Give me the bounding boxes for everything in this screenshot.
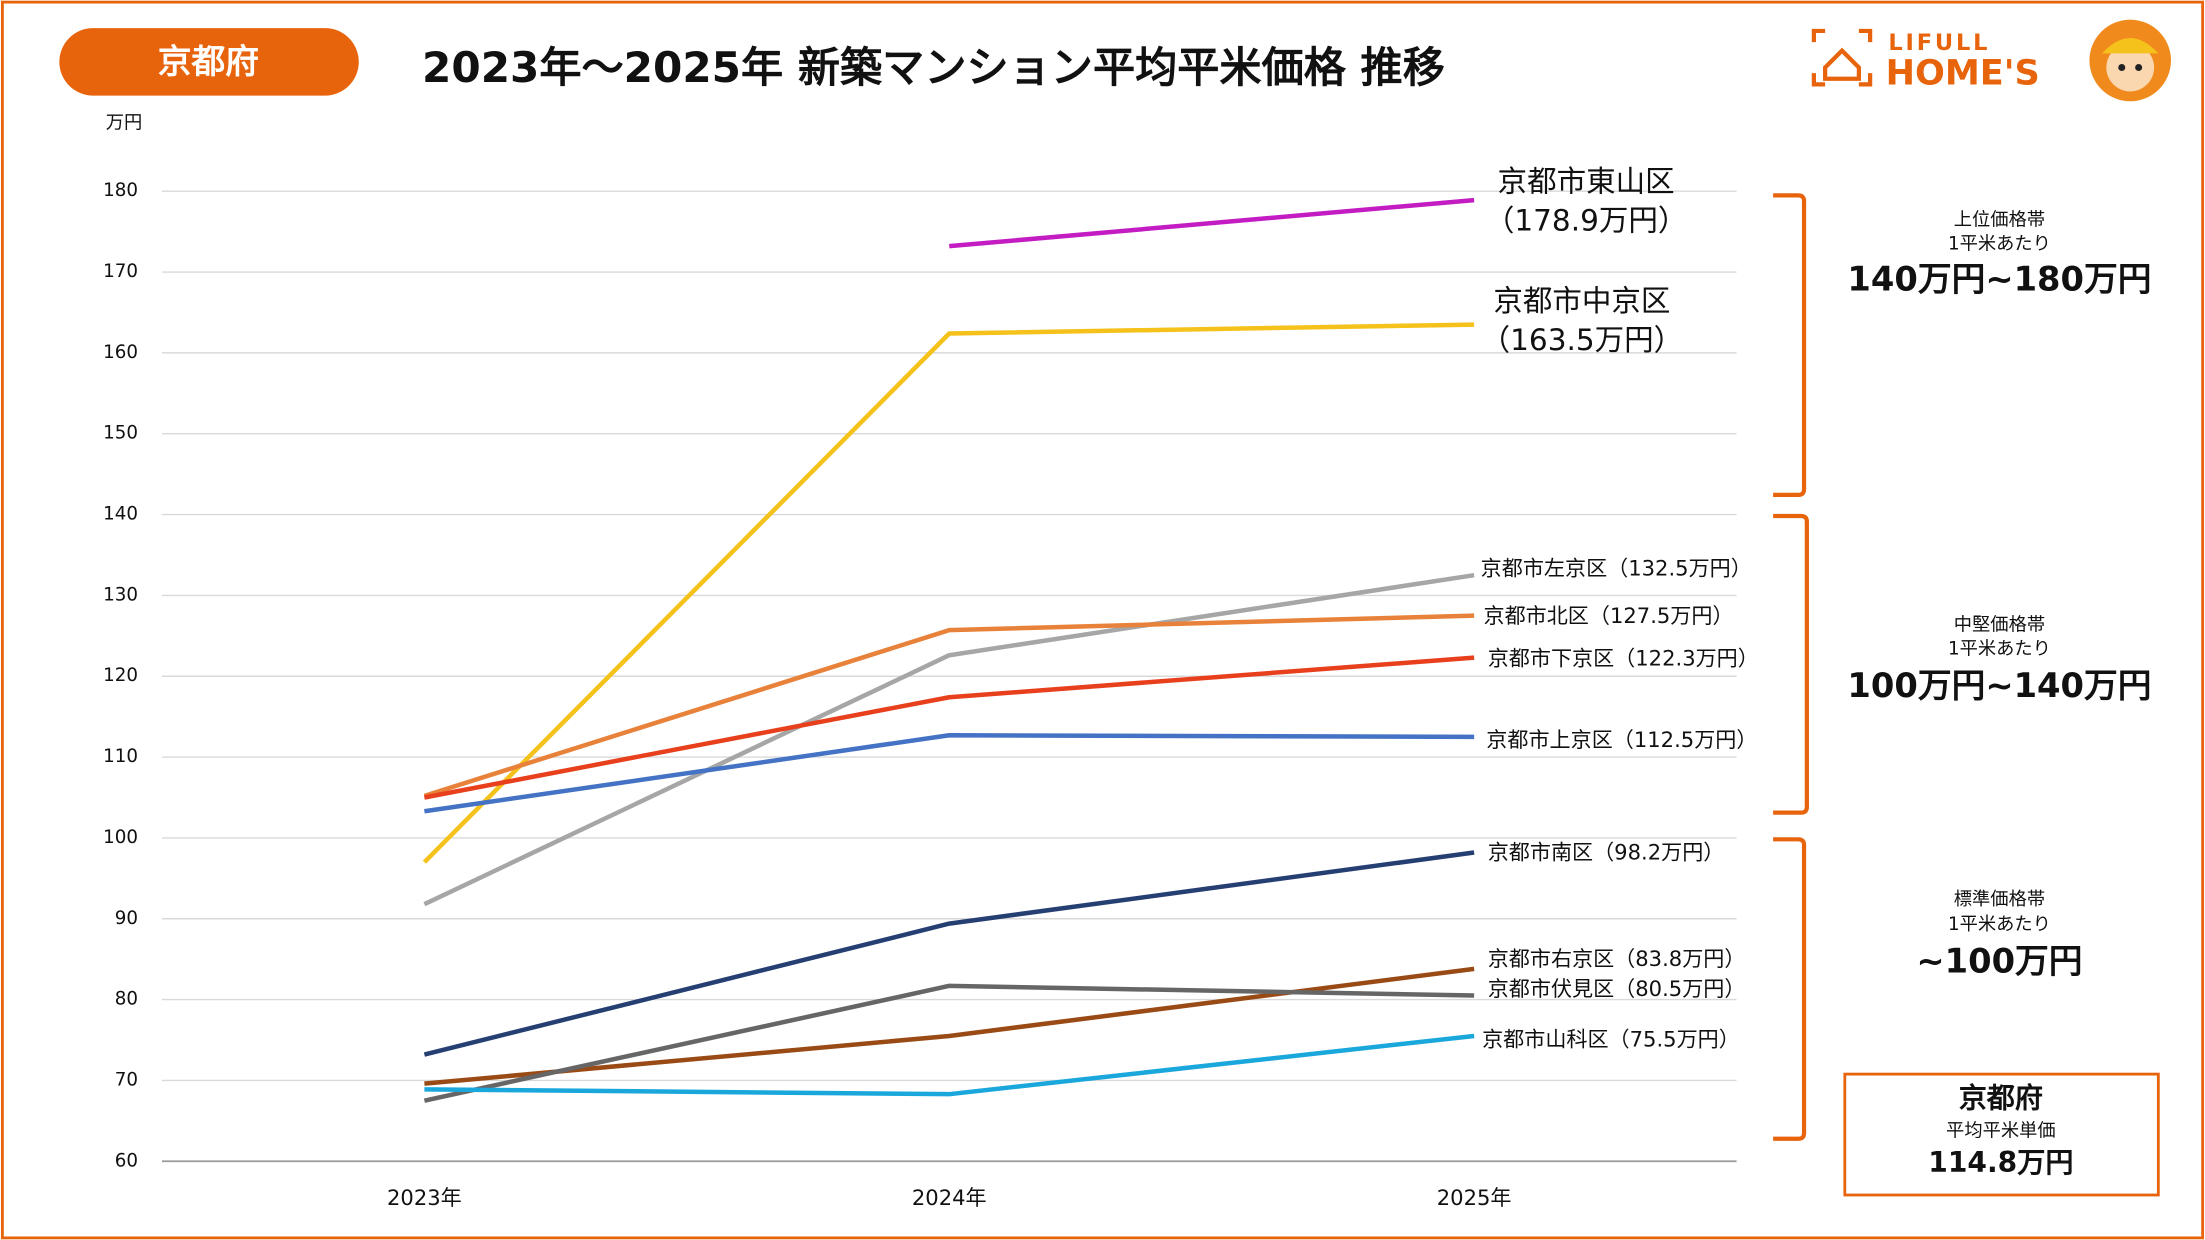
logo: LIFULL HOME'S (1811, 19, 2171, 102)
series-line (424, 1033, 1475, 1097)
series-label: 京都市中京区 (1493, 284, 1670, 318)
value-label: （75.5万円） (1609, 1026, 1740, 1051)
band-unit: 1平米あたり (1948, 914, 2051, 935)
brackets (1773, 193, 1809, 1141)
value-label: （83.8万円） (1614, 946, 1745, 971)
band-name: 上位価格帯 (1954, 210, 2045, 231)
y-tick-label: 160 (103, 342, 138, 363)
series-line (423, 613, 1475, 799)
series-line (423, 850, 1475, 1057)
band-unit: 1平米あたり (1948, 234, 2051, 255)
badge-text: 京都府 (158, 42, 259, 81)
y-tick-label: 80 (115, 989, 138, 1010)
value-label: （132.5万円） (1607, 555, 1752, 580)
y-tick-label: 120 (103, 665, 138, 686)
band-name: 中堅価格帯 (1954, 615, 2045, 636)
series-label: 京都市下京区 (1488, 645, 1614, 670)
chart-title: 2023年～2025年 新築マンション平均平米価格 推移 (422, 43, 1445, 92)
summary-label: 平均平米単価 (1946, 1121, 2056, 1142)
x-tick-label: 2025年 (1437, 1185, 1512, 1210)
series-label: 京都市東山区 (1498, 164, 1675, 198)
series-label-group: 京都市山科区（75.5万円） (1482, 1026, 1740, 1051)
badge (59, 28, 359, 96)
series-line (423, 572, 1475, 907)
y-tick-label: 60 (115, 1150, 138, 1171)
summary-region: 京都府 (1959, 1081, 2043, 1114)
series-line (423, 655, 1475, 800)
logo-main: HOME'S (1886, 53, 2040, 94)
summary-box: 京都府 平均平米単価 114.8万円 (1843, 1072, 2160, 1197)
band-name: 標準価格帯 (1954, 889, 2045, 910)
value-label: （127.5万円） (1589, 603, 1734, 628)
y-tick-label: 100 (103, 827, 138, 848)
price-bands: 上位価格帯 1平米あたり 140万円~180万円 中堅価格帯 1平米あたり 10… (1847, 210, 2151, 981)
value-label: （80.5万円） (1614, 976, 1745, 1001)
series-label-group: 京都市右京区（83.8万円） (1488, 946, 1746, 971)
y-axis: 60 70 80 90 100 110 120 130 140 150 160 170 180 (103, 180, 1737, 1171)
series-label-group: 京都市左京区（132.5万円） (1481, 555, 1752, 580)
series-label: 京都市左京区 (1481, 555, 1607, 580)
y-tick-label: 110 (103, 746, 138, 767)
value-label: （122.3万円） (1614, 645, 1759, 670)
summary-value: 114.8万円 (1928, 1146, 2073, 1179)
series-line (422, 322, 1475, 864)
series-line (949, 197, 1475, 249)
y-tick-label: 70 (115, 1069, 138, 1090)
y-tick-label: 130 (103, 584, 138, 605)
summary-frame (1843, 1072, 2160, 1197)
series-label: 京都市右京区 (1488, 946, 1614, 971)
y-unit: 万円 (106, 113, 143, 134)
series-line (423, 983, 1475, 1103)
series-label-group: 京都市上京区（112.5万円） (1486, 727, 1757, 752)
band-range: 140万円~180万円 (1847, 260, 2151, 299)
logo-top: LIFULL (1888, 30, 1990, 56)
series-label: 京都市伏見区 (1488, 976, 1614, 1001)
band-range: 100万円~140万円 (1847, 666, 2151, 705)
y-tick-label: 170 (103, 261, 138, 282)
series-label-group: 京都市南区（98.2万円） (1488, 839, 1725, 864)
x-tick-label: 2024年 (912, 1185, 987, 1210)
value-label: （178.9万円） (1485, 204, 1688, 238)
y-tick-label: 90 (115, 908, 138, 929)
band-range: ~100万円 (1916, 942, 2082, 981)
series-label-group: 京都市伏見区（80.5万円） (1488, 976, 1746, 1001)
series-label-group: 京都市下京区（122.3万円） (1488, 645, 1759, 670)
series-label: 京都市南区 (1488, 839, 1593, 864)
value-label: （163.5万円） (1481, 323, 1684, 357)
series-label: 京都市北区 (1483, 603, 1588, 628)
y-tick-label: 140 (103, 504, 138, 525)
series-label: 京都市山科区 (1482, 1026, 1608, 1051)
series-label: 京都市上京区 (1486, 727, 1612, 752)
series-line (424, 732, 1475, 814)
y-tick-label: 150 (103, 423, 138, 444)
band-unit: 1平米あたり (1948, 639, 2051, 660)
x-tick-label: 2023年 (387, 1185, 462, 1210)
series-label-group: 京都市北区（127.5万円） (1483, 603, 1733, 628)
value-label: （112.5万円） (1613, 727, 1758, 752)
y-tick-label: 180 (103, 180, 138, 201)
value-label: （98.2万円） (1593, 839, 1724, 864)
